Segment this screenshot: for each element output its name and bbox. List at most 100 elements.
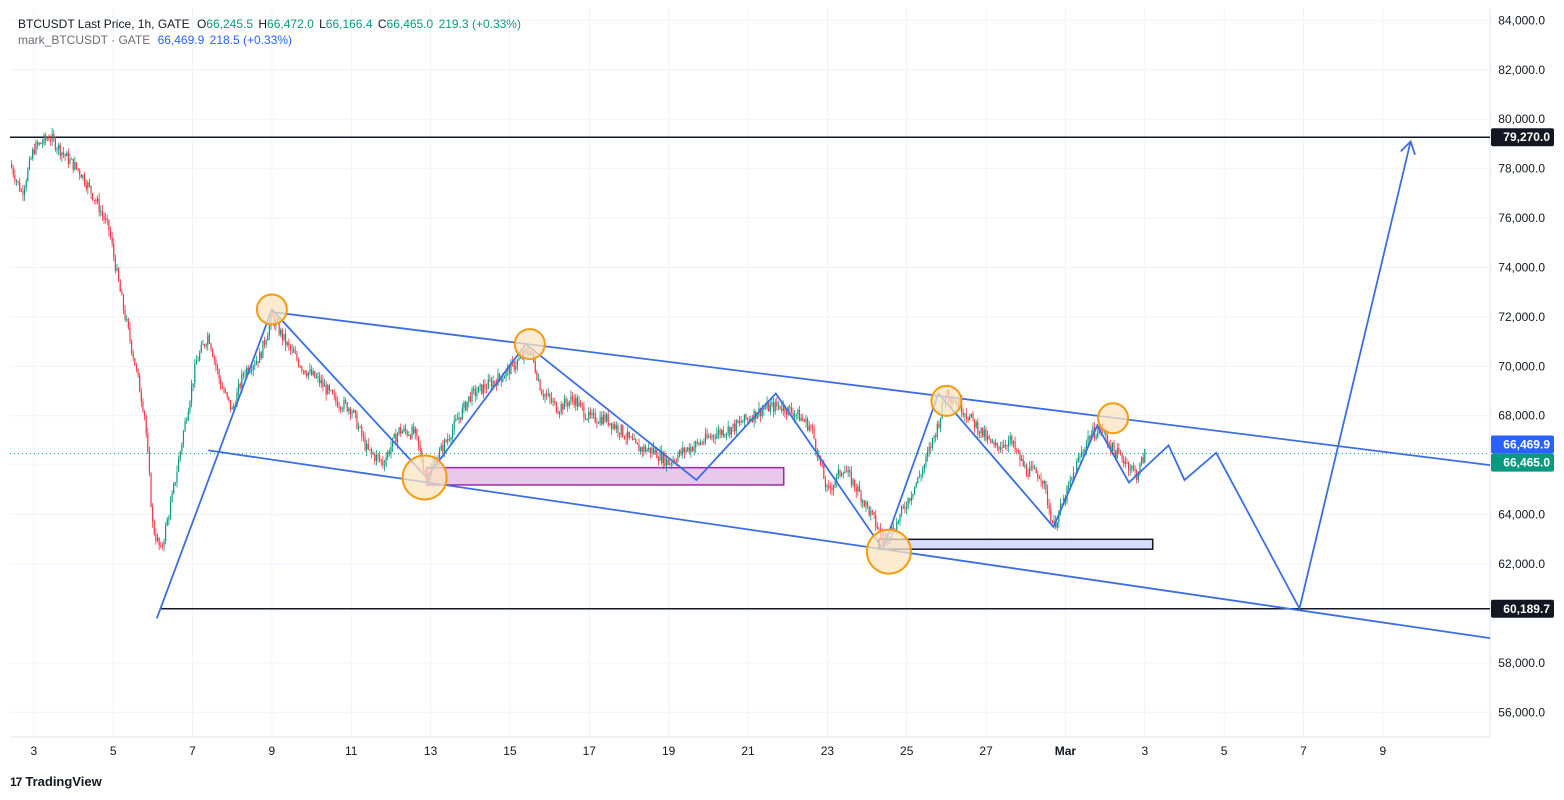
candle-body xyxy=(1012,441,1015,444)
highlight-circle[interactable] xyxy=(930,384,963,417)
zones[interactable] xyxy=(425,466,1154,550)
candle-body xyxy=(589,411,591,416)
candle-body xyxy=(335,395,337,402)
candle-body xyxy=(323,384,326,387)
candle-body xyxy=(631,437,634,440)
mark-price-tag-text: 66,469.9 xyxy=(1503,438,1550,452)
candle-body xyxy=(281,329,283,340)
candle-body xyxy=(466,401,468,411)
candle-body xyxy=(662,453,664,464)
horizontal-levels[interactable] xyxy=(10,136,1490,610)
candle-body xyxy=(374,454,376,461)
candle-body xyxy=(1144,449,1146,463)
candle-body xyxy=(729,426,731,435)
time-tick-label: 25 xyxy=(900,744,914,758)
channel-lower[interactable] xyxy=(208,449,1491,640)
candle-body xyxy=(701,442,703,444)
candle-body xyxy=(296,353,298,360)
candle-body xyxy=(515,366,517,370)
candle-body xyxy=(77,168,79,171)
legend-symbol[interactable]: BTCUSDT Last Price, 1h, GATE xyxy=(18,17,190,31)
price-tick-label: 78,000.0 xyxy=(1498,162,1545,176)
candle-body xyxy=(41,143,44,145)
candle-body xyxy=(156,537,159,541)
candle-body xyxy=(1001,447,1003,449)
candle-body xyxy=(301,367,303,371)
candle-body xyxy=(379,456,381,461)
channel[interactable] xyxy=(208,311,1491,640)
candle-body xyxy=(1082,451,1084,453)
candle-body xyxy=(973,419,976,428)
candle-body xyxy=(330,389,332,391)
channel-upper[interactable] xyxy=(271,311,1491,467)
highlight-circle[interactable] xyxy=(1097,402,1130,435)
candle-body xyxy=(395,434,397,443)
highlight-circle[interactable] xyxy=(513,328,546,361)
candle-body xyxy=(513,361,515,370)
candle-body xyxy=(75,162,78,169)
legend-mark-symbol[interactable]: mark_BTCUSDT · GATE xyxy=(18,33,151,47)
candle-body xyxy=(675,461,677,463)
candle-body xyxy=(346,402,348,412)
candle-body xyxy=(59,144,61,156)
candle-body xyxy=(218,369,220,380)
candle-body xyxy=(644,446,647,452)
candles xyxy=(11,127,1146,552)
candle-body xyxy=(552,400,554,403)
highlight-circles[interactable] xyxy=(255,293,1130,575)
candle-body xyxy=(784,405,786,413)
candle-body xyxy=(289,345,292,350)
candle-body xyxy=(489,379,491,381)
candle-body xyxy=(766,402,768,408)
candle-body xyxy=(336,401,339,407)
candle-body xyxy=(576,397,578,407)
support-tag-text: 60,189.7 xyxy=(1503,602,1550,616)
candle-body xyxy=(1042,480,1044,484)
highlight-circle[interactable] xyxy=(865,528,912,575)
candle-body xyxy=(565,398,567,404)
tradingview-brand[interactable]: 17 TradingView xyxy=(10,774,102,789)
candle-body xyxy=(508,367,510,375)
candle-body xyxy=(244,374,246,376)
candle-body xyxy=(126,318,128,320)
candle-body xyxy=(267,335,269,341)
candle-body xyxy=(140,392,142,402)
time-tick-label: 5 xyxy=(110,744,117,758)
zigzag-projection[interactable] xyxy=(155,139,1416,619)
demand-zone-purple[interactable] xyxy=(425,466,785,486)
candle-body xyxy=(231,407,233,410)
candle-body xyxy=(448,439,450,440)
candle-body xyxy=(930,446,932,449)
candle-body xyxy=(208,335,211,344)
candle-body xyxy=(322,380,324,387)
candle-body xyxy=(696,441,698,443)
candle-body xyxy=(797,409,799,415)
candle-body xyxy=(1045,481,1047,490)
candle-body xyxy=(985,429,987,440)
price-labels: 79,270.0 60,189.7 66,469.9 66,465.0 xyxy=(1491,128,1554,618)
legend-change: 219.3 (+0.33%) xyxy=(438,17,521,31)
candle-body xyxy=(654,449,656,453)
time-tick-label: 9 xyxy=(269,744,276,758)
candle-body xyxy=(862,500,864,503)
candle-body xyxy=(61,152,63,156)
demand-zone-blue[interactable] xyxy=(878,538,1154,550)
candle-body xyxy=(1068,485,1070,488)
time-axis[interactable]: 3 5 7 9 11 13 15 17 19 21 23 25 27 Mar 3 5 7 9 xyxy=(30,744,1386,758)
highlight-circle[interactable] xyxy=(401,454,448,501)
candle-body xyxy=(828,485,830,487)
candle-body xyxy=(779,405,781,409)
candle-body xyxy=(398,427,400,434)
zigzag-path[interactable] xyxy=(155,141,1412,619)
candle-body xyxy=(1116,448,1118,459)
candle-body xyxy=(594,412,596,423)
candle-body xyxy=(805,418,807,422)
candle-body xyxy=(933,435,935,438)
highlight-circle[interactable] xyxy=(255,293,288,326)
candle-body xyxy=(1139,463,1141,474)
candle-body xyxy=(719,429,721,435)
candle-body xyxy=(22,191,24,195)
candle-body xyxy=(567,403,569,406)
candle-body xyxy=(383,464,386,466)
